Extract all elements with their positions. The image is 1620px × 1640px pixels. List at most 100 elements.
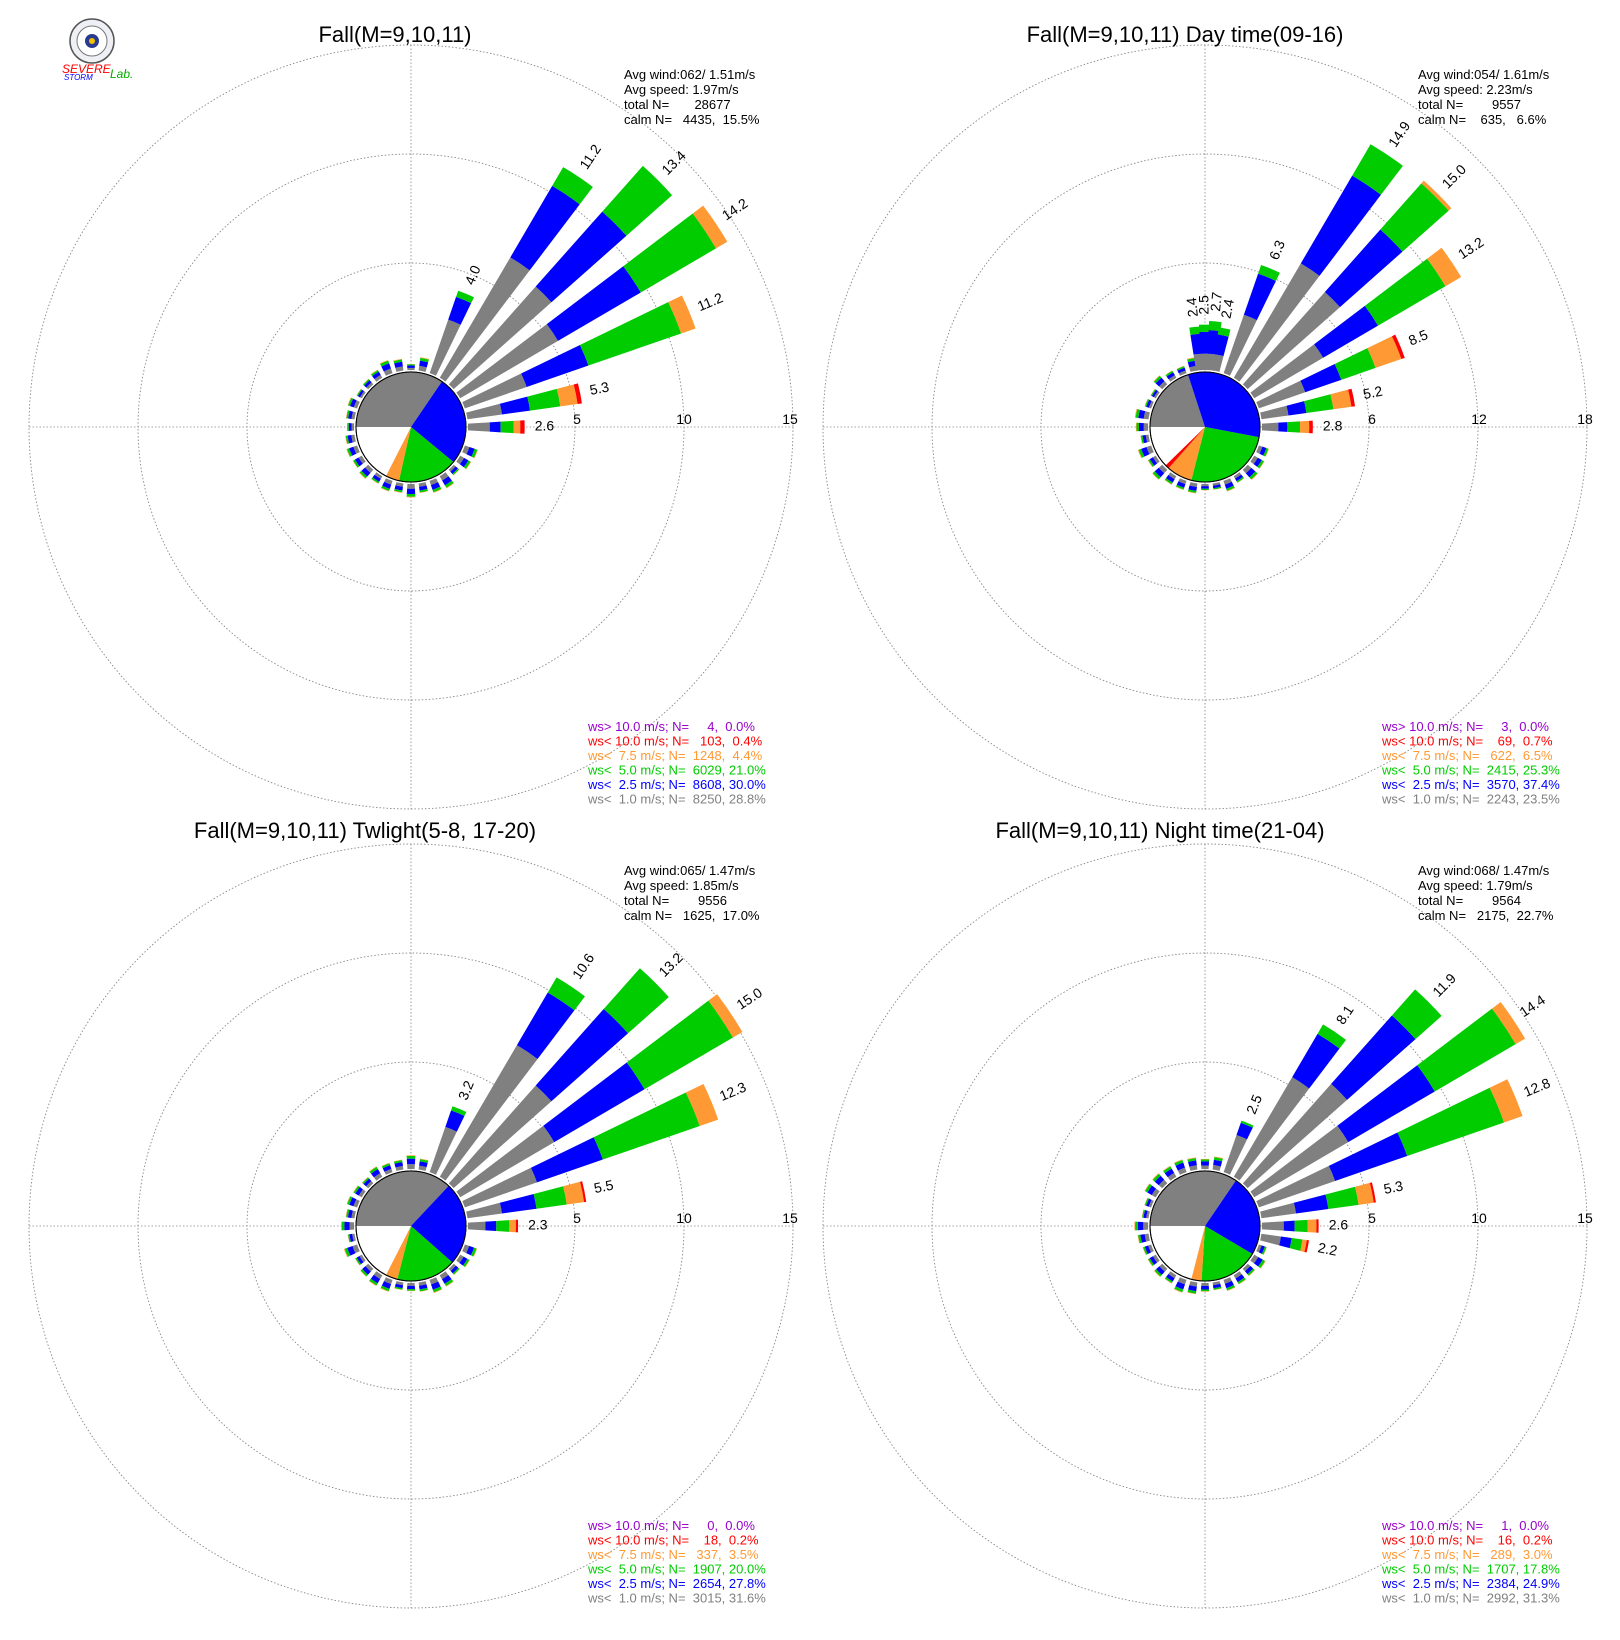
ambient-bar-segment bbox=[1146, 399, 1152, 408]
bar-value-label: 2.3 bbox=[528, 1217, 548, 1233]
calm-pie-slice bbox=[1201, 1226, 1253, 1281]
bar-segment bbox=[1250, 344, 1324, 399]
ambient-bar-segment bbox=[1138, 448, 1145, 458]
legend-entry: ws< 5.0 m/s; N= 1907, 20.0% bbox=[587, 1562, 766, 1577]
logo-seal-star bbox=[89, 38, 95, 44]
bar-segment bbox=[1307, 1219, 1317, 1233]
calm-pie-slice bbox=[356, 1171, 449, 1226]
calm-pie-slice bbox=[1150, 374, 1205, 427]
ambient-bar-segment bbox=[1177, 1167, 1187, 1175]
bar-segment bbox=[485, 1220, 497, 1232]
bar-value-label: 6.3 bbox=[1266, 238, 1288, 262]
ambient-bar-segment bbox=[1136, 422, 1140, 432]
bar-segment bbox=[1243, 273, 1276, 321]
bar-segment bbox=[530, 1137, 603, 1183]
ambient-bar-segment bbox=[1140, 435, 1144, 444]
bar-value-label: 11.2 bbox=[695, 289, 726, 314]
ambient-bar-segment bbox=[1187, 360, 1197, 368]
ambient-bar-segment bbox=[1146, 1210, 1150, 1219]
ambient-bar-segment bbox=[1148, 400, 1154, 409]
ambient-bar-segment bbox=[371, 477, 380, 484]
bar-segment bbox=[1380, 183, 1449, 252]
ambient-bar-segment bbox=[1187, 1289, 1197, 1294]
bar-segment bbox=[1242, 1083, 1348, 1189]
stats-line: calm N= 635, 6.6% bbox=[1418, 112, 1547, 127]
ambient-bar-segment bbox=[365, 1263, 374, 1272]
bar-segment bbox=[1223, 1135, 1248, 1175]
ambient-bar-segment bbox=[406, 496, 416, 498]
ambient-bar-segment bbox=[406, 1155, 416, 1157]
ambient-bar-segment bbox=[1189, 1165, 1198, 1171]
ring-label: 12 bbox=[1471, 411, 1487, 427]
ambient-bar-segment bbox=[1188, 1160, 1197, 1167]
ambient-bar-segment bbox=[1143, 411, 1150, 420]
ambient-bar-segment bbox=[353, 400, 360, 409]
ambient-bar-segment bbox=[393, 1159, 403, 1162]
ambient-bar-segment bbox=[418, 1281, 427, 1286]
ambient-bar-segment bbox=[1226, 485, 1235, 491]
ambient-bar-segment bbox=[395, 1281, 404, 1286]
ambient-bar-segment bbox=[348, 410, 353, 420]
ambient-bar-segment bbox=[462, 1258, 470, 1267]
ambient-bar-segment bbox=[406, 1289, 416, 1291]
ambient-bar-segment bbox=[1226, 1285, 1235, 1291]
bar-segment bbox=[509, 1219, 516, 1233]
ambient-bar-segment bbox=[393, 359, 403, 364]
ambient-bar-segment bbox=[1258, 1245, 1265, 1254]
stats-line: calm N= 4435, 15.5% bbox=[624, 112, 760, 127]
ambient-bar-segment bbox=[1261, 1246, 1267, 1255]
ambient-bar-segment bbox=[1164, 479, 1172, 485]
ambient-bar-segment bbox=[347, 397, 352, 406]
ambient-bar-segment bbox=[383, 368, 393, 376]
legend-entry: ws< 7.5 m/s; N= 622, 6.5% bbox=[1381, 748, 1553, 763]
ambient-bar-segment bbox=[473, 1248, 478, 1257]
bar-segment bbox=[1198, 324, 1212, 333]
ambient-bar-segment bbox=[1174, 1160, 1184, 1166]
ambient-bar-segment bbox=[445, 1281, 454, 1287]
ambient-bar-segment bbox=[1201, 488, 1209, 490]
ambient-bar-segment bbox=[429, 1277, 439, 1285]
bar-segment bbox=[513, 420, 521, 434]
ambient-bar-segment bbox=[1233, 472, 1242, 479]
ambient-bar-segment bbox=[1187, 489, 1197, 493]
ambient-bar-segment bbox=[356, 388, 363, 397]
ambient-bar-segment bbox=[1168, 1271, 1177, 1279]
ambient-bar-segment bbox=[1151, 1188, 1160, 1198]
bar-segment bbox=[563, 1181, 585, 1205]
ambient-bar-segment bbox=[1189, 1281, 1198, 1287]
ambient-bar-segment bbox=[1168, 375, 1177, 382]
ambient-bar-segment bbox=[380, 1285, 390, 1292]
ambient-bar-segment bbox=[345, 410, 348, 419]
ambient-bar-segment bbox=[380, 1287, 389, 1292]
ambient-bar-segment bbox=[1148, 1199, 1154, 1208]
bar-segment bbox=[520, 420, 525, 434]
calm-pie-slice bbox=[386, 1226, 411, 1280]
ambient-bar-segment bbox=[1134, 1221, 1136, 1231]
ambient-bar-segment bbox=[407, 483, 415, 489]
legend-entry: ws> 10.0 m/s; N= 0, 0.0% bbox=[587, 1518, 755, 1533]
calm-pie-slice bbox=[1165, 427, 1205, 469]
ambient-bar-segment bbox=[419, 1289, 429, 1292]
bar-segment bbox=[668, 295, 696, 334]
bar-segment bbox=[429, 1126, 457, 1175]
bar-segment bbox=[1287, 421, 1301, 433]
ambient-bar-segment bbox=[341, 1221, 345, 1231]
ambient-bar-segment bbox=[353, 1185, 360, 1194]
ambient-bar-segment bbox=[395, 366, 404, 372]
ambient-bar-segment bbox=[406, 488, 416, 495]
bar-segment bbox=[1208, 321, 1222, 332]
bar-value-label: 14.2 bbox=[719, 195, 751, 224]
ambient-bar-segment bbox=[1201, 1285, 1209, 1290]
ambient-bar-segment bbox=[1154, 1175, 1165, 1186]
ambient-bar-segment bbox=[1148, 1258, 1155, 1266]
bar-value-label: 2.5 bbox=[1243, 1092, 1265, 1116]
ambient-bar-segment bbox=[1200, 1159, 1210, 1162]
ambient-bar-segment bbox=[359, 470, 368, 479]
ambient-bar-segment bbox=[465, 461, 472, 470]
ambient-bar-segment bbox=[369, 1166, 378, 1174]
bar-segment bbox=[456, 1125, 555, 1198]
bar-segment bbox=[1421, 180, 1452, 211]
bar-segment bbox=[1242, 292, 1340, 390]
bar-segment bbox=[1369, 1182, 1376, 1203]
